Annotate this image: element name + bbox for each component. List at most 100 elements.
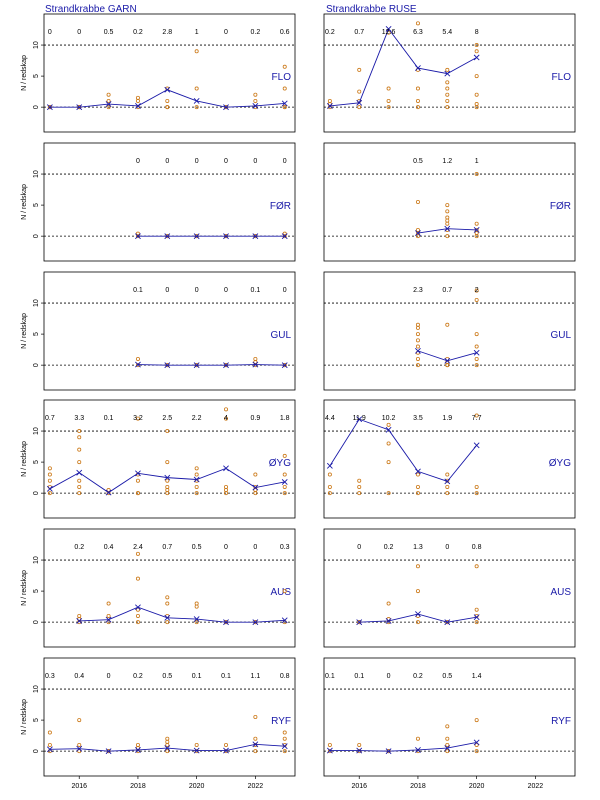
data-point [253,488,258,493]
data-point [135,363,140,368]
mean-value-label: 0.1 [354,673,364,680]
y-tick-label: 0 [33,749,40,753]
mean-value-label: 0 [283,158,287,165]
mean-value-label: 0.4 [104,544,114,551]
mean-value-label: 0.1 [133,287,143,294]
data-point [474,288,479,293]
x-tick-label: 2016 [351,783,367,790]
data-point [445,736,450,741]
data-point [386,86,391,91]
mean-value-label: 2.8 [162,29,172,36]
mean-value-label: 8 [475,29,479,36]
mean-marker [46,485,53,492]
mean-marker [473,614,480,621]
data-point [165,620,170,625]
column-titles: Strandkrabbe GARN Strandkrabbe RUSE [45,4,417,15]
mean-value-label: 1.8 [280,415,290,422]
site-label: AUS [550,587,571,598]
data-point [253,749,258,754]
data-point [165,105,170,110]
data-point [282,64,287,69]
mean-value-label: 6.3 [413,29,423,36]
data-point [253,715,258,720]
data-point [194,484,199,489]
mean-marker [223,362,229,369]
mean-marker [135,746,141,753]
mean-value-label: 11.9 [353,415,366,422]
mean-marker [385,748,392,755]
mean-value-label: 5.4 [442,29,452,36]
site-label: GUL [550,330,571,341]
data-point [415,338,420,343]
y-tick-label: 10 [33,299,40,307]
data-point [474,620,479,625]
mean-value-label: 0.2 [74,544,84,551]
mean-marker [356,99,363,106]
data-point [135,607,140,612]
data-point [194,742,199,747]
data-point [224,488,229,493]
panel-frame [323,528,576,648]
panel-før-garn: 0 5 10 N / redskap FØR 0 0 0 0 0 0 [21,142,296,262]
data-point [253,92,258,97]
data-point [415,356,420,361]
panel-frame [43,142,296,262]
data-point [253,360,258,365]
data-point [282,453,287,458]
mean-value-label: 0.5 [162,673,172,680]
panel-frame [43,399,296,519]
panel-frame [43,13,296,133]
data-point [474,92,479,97]
mean-value-label: 0 [165,287,169,294]
mean-marker [193,362,200,369]
data-point [165,98,170,103]
data-point [194,105,199,110]
mean-marker [164,362,171,369]
y-tick-label: 5 [33,589,40,593]
data-point [165,601,170,606]
data-point [386,98,391,103]
mean-marker [444,745,451,751]
panel-frame [323,399,576,519]
data-point [106,620,111,625]
mean-value-label: 0.9 [251,415,261,422]
data-point [445,472,450,477]
data-point [474,356,479,361]
panel-øyg-garn: 0 5 10 N / redskap ØYG 0.7 3.3 0.1 3.2 2.5 2.2 4 0.9… [21,399,296,519]
mean-value-label: 0.2 [133,29,143,36]
data-point [357,67,362,72]
mean-marker [46,746,53,753]
mean-marker [105,616,112,623]
data-point [77,491,82,496]
mean-marker [46,104,53,111]
data-point [357,478,362,483]
data-point [386,601,391,606]
mean-value-label: 0 [357,544,361,551]
data-point [165,488,170,493]
mean-line [329,27,477,107]
data-point [445,98,450,103]
data-point [445,80,450,85]
mean-marker [252,361,259,368]
data-point [386,460,391,465]
panel-frame [323,657,576,777]
mean-line [137,364,285,366]
mean-value-label: 4 [224,415,228,422]
mean-marker [164,86,171,93]
mean-value-label: 10.2 [382,415,396,422]
mean-line [79,606,285,623]
mean-value-label: 0.3 [280,544,290,551]
data-point [474,607,479,612]
data-point [327,742,332,747]
data-point [135,231,140,236]
data-point [194,491,199,496]
mean-marker [76,617,83,624]
mean-marker [356,747,363,754]
data-point [253,98,258,103]
data-point [165,478,170,483]
site-label: ØYG [269,458,291,469]
mean-value-label: 1 [475,158,479,165]
data-point [282,86,287,91]
mean-value-label: 0.7 [45,415,55,422]
mean-marker [385,25,392,32]
